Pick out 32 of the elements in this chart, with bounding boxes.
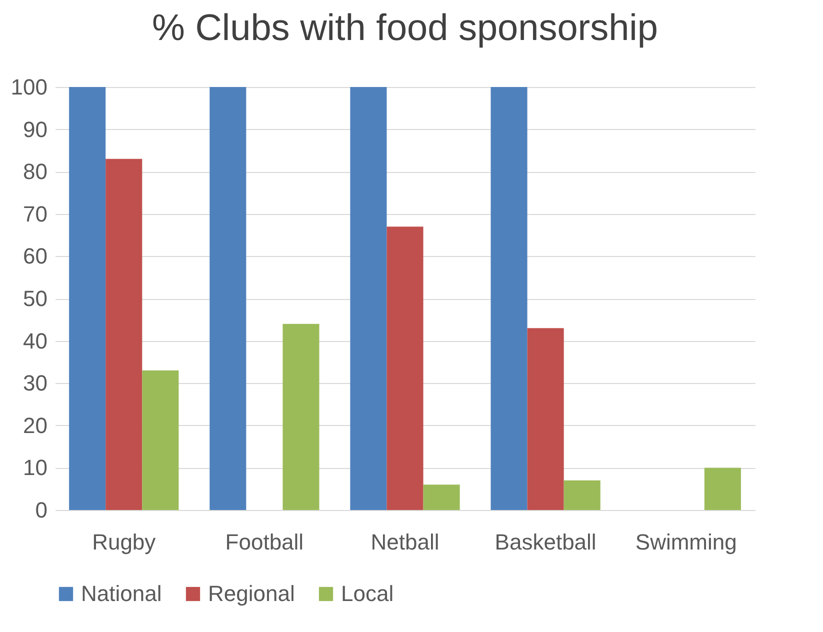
bar [423,484,460,510]
y-tick-label: 10 [23,455,48,480]
bar [106,158,142,510]
x-tick-label: Football [225,530,304,554]
bar [490,87,528,510]
x-tick-label: Swimming [635,530,737,554]
bar [350,87,387,510]
bar [704,468,741,510]
bar [564,480,600,510]
bar [142,370,179,510]
bar [527,328,564,510]
bar [210,87,246,510]
y-tick-label: 100 [10,74,48,100]
legend-label: National [81,581,162,606]
y-tick-label: 60 [23,244,48,269]
chart-title: % Clubs with food sponsorship [152,7,658,48]
y-tick-label: 90 [23,116,48,142]
y-tick-label: 0 [35,498,48,522]
legend-label: Local [341,581,394,606]
y-tick-label: 70 [23,201,48,226]
y-tick-label: 40 [23,328,48,354]
bar [386,226,424,510]
legend-label: Regional [208,581,295,606]
y-tick-label: 80 [23,159,48,184]
y-tick-label: 50 [23,286,48,311]
bar [282,324,320,510]
x-tick-label: Rugby [92,530,156,554]
x-tick-label: Basketball [494,530,596,554]
bar [69,87,106,510]
y-tick-label: 30 [23,370,48,396]
y-tick-label: 20 [23,412,48,438]
x-tick-label: Netball [370,530,440,554]
